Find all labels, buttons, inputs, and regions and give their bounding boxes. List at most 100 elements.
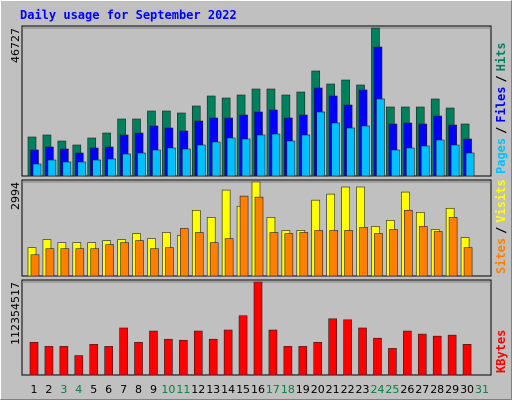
x-tick-label: 5 bbox=[90, 383, 97, 396]
x-tick-label: 16 bbox=[251, 383, 265, 396]
x-tick-label: 21 bbox=[326, 383, 340, 396]
bar bbox=[104, 346, 113, 376]
bar bbox=[435, 139, 445, 177]
bar bbox=[92, 159, 102, 177]
bar bbox=[269, 232, 279, 277]
bar bbox=[120, 242, 129, 277]
x-tick-label: 11 bbox=[176, 383, 190, 396]
bar bbox=[77, 161, 87, 177]
bar bbox=[462, 344, 472, 376]
bar bbox=[298, 346, 308, 376]
x-tick-label: 29 bbox=[445, 383, 459, 396]
legend-entry: Visits bbox=[494, 179, 508, 222]
x-tick-label: 10 bbox=[161, 383, 175, 396]
bar bbox=[149, 330, 158, 376]
x-tick-label: 22 bbox=[341, 383, 355, 396]
x-tick-label: 4 bbox=[75, 383, 82, 396]
legend-separator: / bbox=[494, 127, 508, 134]
x-tick-label: 12 bbox=[191, 383, 205, 396]
x-tick-label: 20 bbox=[311, 383, 325, 396]
bar bbox=[313, 341, 323, 376]
bar bbox=[420, 145, 430, 177]
bar bbox=[359, 227, 368, 277]
bar bbox=[44, 346, 54, 376]
x-tick-label: 26 bbox=[400, 383, 414, 396]
bar bbox=[448, 217, 458, 277]
bar bbox=[223, 329, 233, 376]
legend: Sites / Visits bbox=[494, 179, 508, 274]
x-tick-label: 18 bbox=[281, 383, 295, 396]
legend: KBytes bbox=[494, 330, 508, 373]
bar bbox=[209, 242, 219, 277]
bar bbox=[271, 133, 281, 177]
bar bbox=[90, 248, 100, 277]
bar bbox=[391, 149, 400, 177]
bar bbox=[59, 346, 69, 376]
bar bbox=[376, 98, 385, 177]
y-tick-label: 112354517 bbox=[9, 282, 22, 345]
bar bbox=[75, 248, 85, 277]
bar bbox=[406, 147, 415, 177]
bar bbox=[167, 147, 176, 177]
bar bbox=[301, 134, 311, 177]
bar bbox=[358, 327, 367, 376]
bar bbox=[32, 163, 42, 177]
bar bbox=[373, 337, 382, 376]
y-tick-label: 2994 bbox=[9, 182, 22, 210]
x-tick-label: 31 bbox=[475, 383, 489, 396]
bar bbox=[361, 125, 370, 177]
bar bbox=[316, 111, 326, 177]
y-tick-label: 46727 bbox=[9, 28, 22, 63]
bar bbox=[164, 338, 173, 376]
legend-entry: Pages bbox=[494, 138, 508, 174]
x-tick-label: 30 bbox=[460, 383, 474, 396]
bar bbox=[224, 238, 234, 277]
bar bbox=[344, 230, 353, 277]
bar bbox=[105, 244, 114, 277]
x-tick-label: 24 bbox=[370, 383, 384, 396]
legend: Pages / Files / Hits bbox=[494, 42, 508, 174]
bar bbox=[417, 333, 427, 376]
bar bbox=[45, 248, 55, 277]
x-tick-label: 6 bbox=[105, 383, 112, 396]
bar bbox=[284, 233, 294, 277]
bar bbox=[208, 338, 218, 376]
x-tick-label: 15 bbox=[236, 383, 250, 396]
bar bbox=[432, 335, 442, 376]
bar bbox=[135, 240, 144, 277]
bar bbox=[465, 152, 475, 177]
bar bbox=[268, 329, 278, 376]
chart-title: Daily usage for September 2022 bbox=[20, 8, 237, 22]
bar bbox=[211, 141, 221, 177]
bar bbox=[179, 339, 188, 376]
bar bbox=[238, 315, 248, 376]
bar bbox=[331, 122, 340, 177]
bar bbox=[256, 134, 266, 177]
bar bbox=[447, 334, 457, 376]
bar bbox=[29, 341, 39, 376]
bar bbox=[299, 232, 309, 277]
bar bbox=[433, 231, 443, 277]
bar bbox=[60, 248, 70, 277]
bar bbox=[239, 195, 249, 277]
x-tick-label: 17 bbox=[266, 383, 280, 396]
bar bbox=[180, 228, 189, 277]
bar bbox=[182, 148, 191, 177]
bar bbox=[62, 161, 72, 177]
x-tick-label: 14 bbox=[221, 383, 235, 396]
legend-entry: Hits bbox=[494, 42, 508, 71]
bar bbox=[253, 281, 263, 376]
legend-entry: KBytes bbox=[494, 330, 508, 373]
x-tick-label: 7 bbox=[120, 383, 127, 396]
x-tick-label: 27 bbox=[415, 383, 429, 396]
bar bbox=[374, 233, 383, 277]
bar bbox=[283, 346, 293, 376]
x-tick-label: 3 bbox=[60, 383, 67, 396]
bar bbox=[388, 348, 397, 376]
bar bbox=[30, 254, 40, 277]
legend-entry: Sites bbox=[494, 238, 508, 274]
legend-entry: Files bbox=[494, 87, 508, 123]
bar bbox=[193, 330, 203, 376]
